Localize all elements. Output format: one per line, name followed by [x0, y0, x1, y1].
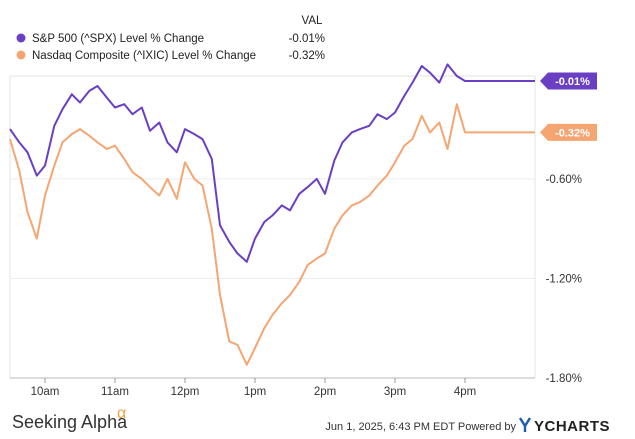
ycharts-wordmark: YCHARTS	[534, 418, 610, 435]
legend-marker-spx	[16, 33, 26, 43]
series-lines	[9, 63, 535, 366]
end-tag-spx-shape	[540, 72, 597, 90]
footer: Seeking Alpha α Jun 1, 2025, 6:43 PM EDT…	[12, 405, 610, 435]
legend-header: VAL	[302, 15, 323, 27]
x-tick-label: 1pm	[244, 386, 266, 398]
ycharts-y-icon	[518, 417, 532, 432]
plot-frame	[9, 75, 536, 379]
ycharts-logo: YCHARTS	[518, 417, 610, 435]
alpha-icon: α	[117, 405, 126, 422]
x-axis-ticks: 10am 11am 12pm 1pm 2pm 3pm 4pm	[31, 378, 476, 398]
seeking-alpha-logo: Seeking Alpha	[12, 412, 128, 432]
x-tick-label: 12pm	[171, 386, 200, 398]
end-tag-ixic-label: -0.32%	[555, 127, 590, 139]
line-ixic	[9, 103, 535, 366]
y-gridlines	[10, 178, 535, 279]
line-spx	[9, 63, 535, 263]
end-tag-spx-label: -0.01%	[555, 76, 590, 88]
end-tag-spx: -0.01%	[540, 72, 597, 90]
x-tick-label: 2pm	[314, 386, 336, 398]
x-tick-label: 4pm	[454, 386, 476, 398]
legend-marker-ixic	[16, 50, 26, 60]
legend-value-ixic: -0.32%	[289, 50, 325, 62]
end-tag-ixic: -0.32%	[540, 123, 597, 141]
y-tick-label: -1.80%	[546, 373, 582, 385]
y-tick-label: -1.20%	[546, 273, 582, 285]
legend-label-spx: S&P 500 (^SPX) Level % Change	[32, 33, 204, 45]
x-tick-label: 10am	[31, 386, 60, 398]
legend-value-spx: -0.01%	[289, 33, 325, 45]
y-tick-label: -0.60%	[546, 174, 582, 186]
legend-label-ixic: Nasdaq Composite (^IXIC) Level % Change	[32, 50, 256, 62]
timestamp-text: Jun 1, 2025, 6:43 PM EDT Powered by	[325, 421, 516, 433]
x-tick-label: 11am	[101, 386, 129, 398]
end-tag-ixic-shape	[540, 123, 597, 141]
x-tick-label: 3pm	[384, 386, 406, 398]
y-axis-labels: -0.60% -1.20% -1.80%	[546, 174, 582, 385]
legend: VAL S&P 500 (^SPX) Level % Change -0.01%…	[16, 15, 325, 62]
